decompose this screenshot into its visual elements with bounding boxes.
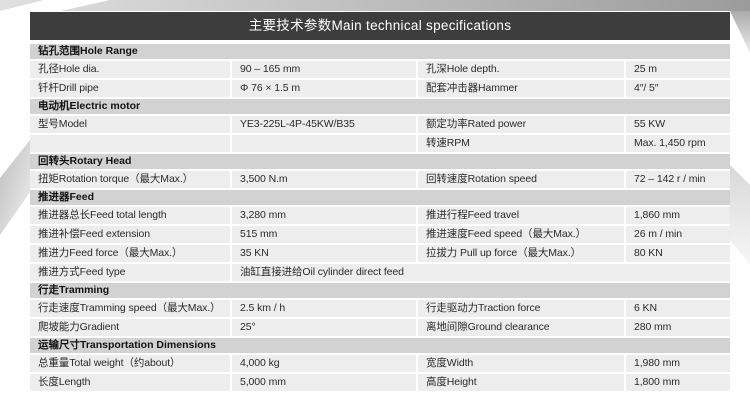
- spec-label-cell: 配套冲击器Hammer: [418, 80, 624, 97]
- spec-row: 孔径Hole dia. 90 – 165 mm 孔深Hole depth. 25 m: [30, 61, 730, 78]
- spec-label-cell: 孔深Hole depth.: [418, 61, 624, 78]
- spec-value-cell: 3,280 mm: [232, 207, 416, 224]
- spec-value-cell: 515 mm: [232, 226, 416, 243]
- spec-label-cell: 转速RPM: [418, 135, 624, 152]
- spec-label-cell: 行走速度Tramming speed（最大Max.）: [30, 300, 230, 317]
- spec-label-cell: 扭矩Rotation torque（最大Max.）: [30, 171, 230, 188]
- spec-value-cell: 5,000 mm: [232, 374, 416, 391]
- spec-value-cell: Max. 1,450 rpm: [626, 135, 730, 152]
- spec-value-cell: 25°: [232, 319, 416, 336]
- spec-row: 转速RPM Max. 1,450 rpm: [30, 135, 730, 152]
- spec-row: 爬坡能力Gradient 25° 离地间隙Ground clearance 280 m…: [30, 319, 730, 336]
- spec-row: 推进方式Feed type 油缸直接进给Oil cylinder direct f…: [30, 264, 730, 281]
- spec-label-cell: 宽度Width: [418, 355, 624, 372]
- spec-row: 型号Model YE3-225L-4P-45KW/B35 额定功率Rated pow…: [30, 116, 730, 133]
- spec-value-cell: 4″/ 5″: [626, 80, 730, 97]
- spec-value-cell: 25 m: [626, 61, 730, 78]
- spec-label-cell: 总重量Total weight（约about）: [30, 355, 230, 372]
- top-right-wedge-decoration: [730, 11, 750, 53]
- top-left-white-slash-decoration: [0, 0, 110, 11]
- spec-value-cell: 油缸直接进给Oil cylinder direct feed: [232, 264, 730, 281]
- section-header: 行走Tramming: [30, 283, 730, 298]
- section-header: 钻孔范围Hole Range: [30, 44, 730, 59]
- spec-row: 钎杆Drill pipe Φ 76 × 1.5 m 配套冲击器Hammer 4″/ 5…: [30, 80, 730, 97]
- spec-value-cell: Φ 76 × 1.5 m: [232, 80, 416, 97]
- section-header: 回转头Rotary Head: [30, 154, 730, 169]
- spec-label-cell: 推进器总长Feed total length: [30, 207, 230, 224]
- spec-label-cell: [30, 135, 230, 152]
- spec-panel: 主要技术参数Main technical specifications 钻孔范围…: [30, 12, 730, 393]
- spec-value-cell: 55 KW: [626, 116, 730, 133]
- spec-row: 扭矩Rotation torque（最大Max.） 3,500 N.m 回转速度Ro…: [30, 171, 730, 188]
- page-title: 主要技术参数Main technical specifications: [30, 12, 730, 40]
- spec-value-cell: 280 mm: [626, 319, 730, 336]
- spec-label-cell: 推进补偿Feed extension: [30, 226, 230, 243]
- spec-value-cell: YE3-225L-4P-45KW/B35: [232, 116, 416, 133]
- section-header: 运输尺寸Transportation Dimensions: [30, 338, 730, 353]
- spec-value-cell: 2.5 km / h: [232, 300, 416, 317]
- spec-label-cell: 推进力Feed force（最大Max.）: [30, 245, 230, 262]
- spec-label-cell: 高度Height: [418, 374, 624, 391]
- spec-value-cell: 72 – 142 r / min: [626, 171, 730, 188]
- spec-label-cell: 型号Model: [30, 116, 230, 133]
- spec-row: 总重量Total weight（约about） 4,000 kg 宽度Width 1,…: [30, 355, 730, 372]
- spec-row: 推进力Feed force（最大Max.） 35 KN 拉拔力 Pull up fo…: [30, 245, 730, 262]
- spec-label-cell: 钎杆Drill pipe: [30, 80, 230, 97]
- spec-label-cell: 推进行程Feed travel: [418, 207, 624, 224]
- section-header: 电动机Electric motor: [30, 99, 730, 114]
- right-wedge-decoration: [730, 165, 750, 265]
- spec-row: 行走速度Tramming speed（最大Max.） 2.5 km / h 行走驱动…: [30, 300, 730, 317]
- spec-label-cell: 离地间隙Ground clearance: [418, 319, 624, 336]
- spec-label-cell: 爬坡能力Gradient: [30, 319, 230, 336]
- spec-label-cell: 回转速度Rotation speed: [418, 171, 624, 188]
- spec-label-cell: 额定功率Rated power: [418, 116, 624, 133]
- spec-label-cell: 行走驱动力Traction force: [418, 300, 624, 317]
- spec-row: 推进补偿Feed extension 515 mm 推进速度Feed speed（最…: [30, 226, 730, 243]
- spec-label-cell: 拉拔力 Pull up force（最大Max.）: [418, 245, 624, 262]
- left-wedge-decoration: [0, 140, 30, 235]
- spec-row: 长度Length 5,000 mm 高度Height 1,800 mm: [30, 374, 730, 391]
- specifications-table: 钻孔范围Hole Range 孔径Hole dia. 90 – 165 mm 孔深Ho…: [30, 44, 730, 391]
- section-header: 推进器Feed: [30, 190, 730, 205]
- spec-value-cell: 1,800 mm: [626, 374, 730, 391]
- spec-value-cell: 80 KN: [626, 245, 730, 262]
- spec-value-cell: 6 KN: [626, 300, 730, 317]
- spec-value-cell: [232, 135, 416, 152]
- spec-label-cell: 孔径Hole dia.: [30, 61, 230, 78]
- spec-label-cell: 长度Length: [30, 374, 230, 391]
- spec-row: 推进器总长Feed total length 3,280 mm 推进行程Feed t…: [30, 207, 730, 224]
- spec-value-cell: 35 KN: [232, 245, 416, 262]
- spec-label-cell: 推进速度Feed speed（最大Max.）: [418, 226, 624, 243]
- top-stripe-decoration: [0, 0, 750, 11]
- spec-label-cell: 推进方式Feed type: [30, 264, 230, 281]
- spec-value-cell: 4,000 kg: [232, 355, 416, 372]
- spec-value-cell: 26 m / min: [626, 226, 730, 243]
- spec-value-cell: 3,500 N.m: [232, 171, 416, 188]
- spec-value-cell: 1,860 mm: [626, 207, 730, 224]
- spec-value-cell: 90 – 165 mm: [232, 61, 416, 78]
- spec-value-cell: 1,980 mm: [626, 355, 730, 372]
